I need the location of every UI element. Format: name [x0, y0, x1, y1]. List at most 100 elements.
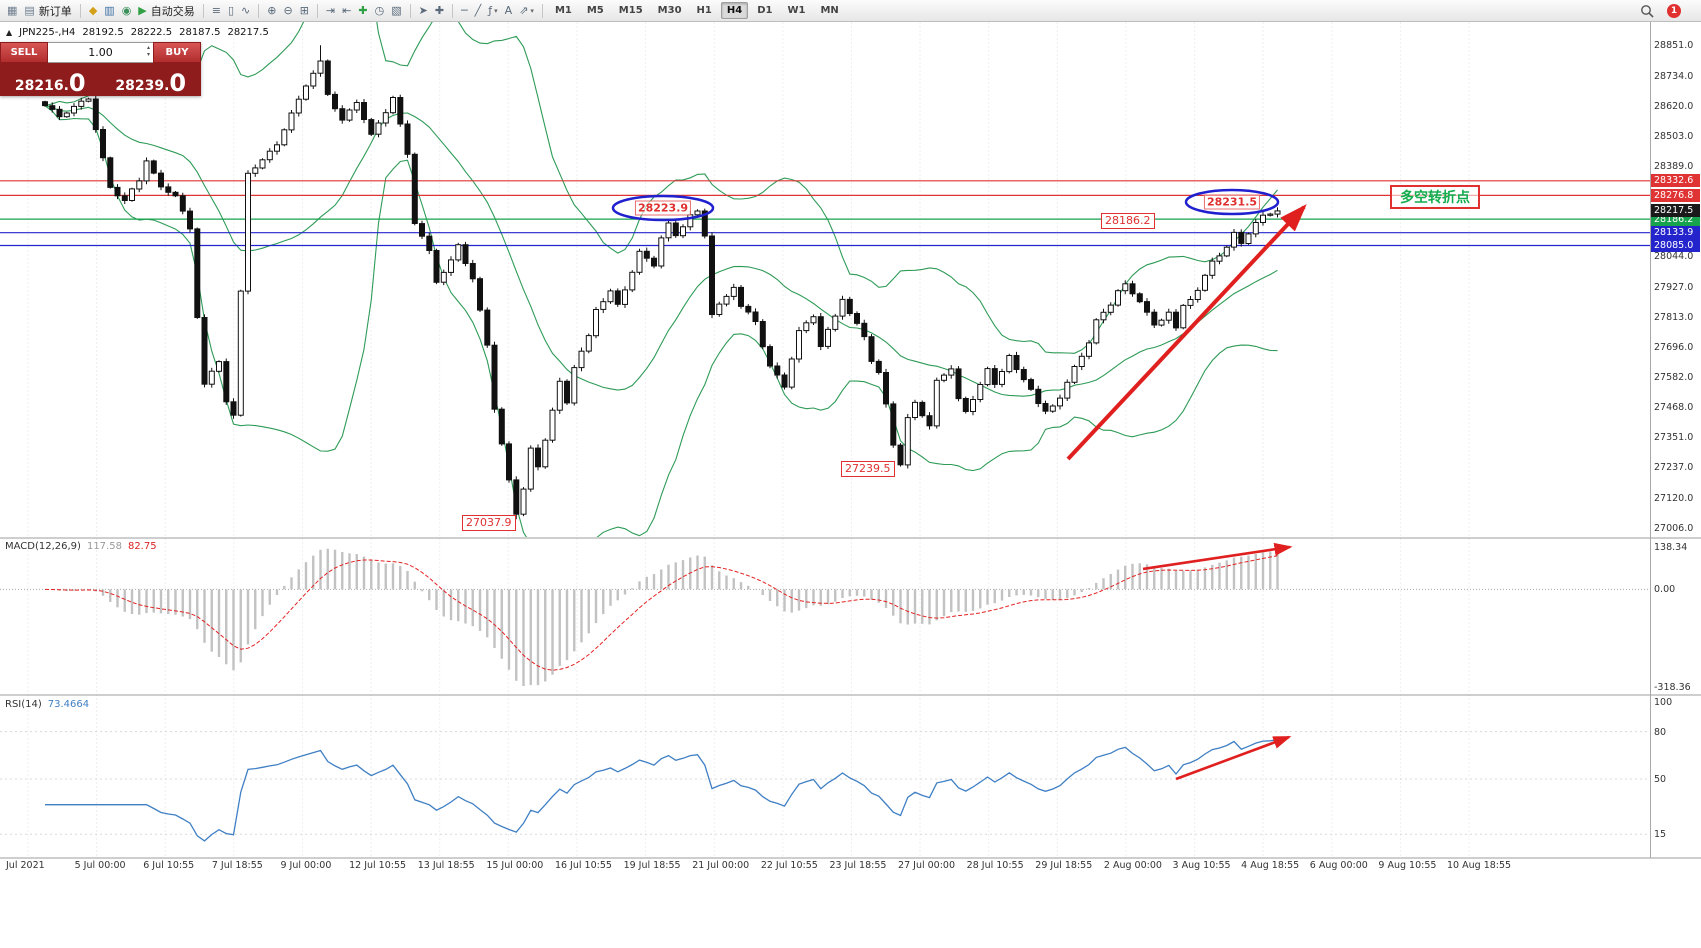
arrows-tool-icon[interactable]: ⇗ ▾ [516, 2, 537, 20]
toolbar-separator [452, 3, 454, 18]
candle [709, 235, 715, 315]
zoom-out-icon[interactable]: ⊖ [280, 2, 295, 20]
candle [469, 263, 476, 280]
market-watch-icon[interactable]: ▥ [101, 2, 117, 20]
chart-shift-icon[interactable]: ⇤ [339, 2, 354, 20]
candle [1194, 289, 1201, 300]
buy-price-big-digit: 0 [169, 68, 187, 97]
candle [71, 105, 77, 114]
auto-scroll-icon[interactable]: ⇥ [323, 2, 338, 20]
templates-icon: ▧ [391, 4, 402, 17]
trend-arrow[interactable] [1175, 735, 1292, 781]
candle [897, 444, 904, 466]
candle [1129, 283, 1136, 295]
crosshair-icon[interactable]: ✚ [432, 2, 447, 20]
candle [201, 317, 208, 385]
collapse-panel-arrow-icon[interactable]: ▲ [6, 28, 13, 37]
candle [281, 129, 288, 146]
bollinger-upper-line [44, 22, 1278, 354]
candle [948, 368, 955, 376]
sell-button[interactable]: SELL [0, 42, 48, 63]
candle [165, 186, 172, 193]
candle [542, 439, 549, 468]
volume-input[interactable]: 1.00 ▴ ▾ [48, 42, 153, 63]
timeframe-m5[interactable]: M5 [586, 5, 604, 16]
candle [738, 286, 744, 307]
new-chart-icon[interactable]: ✚ [355, 2, 370, 20]
timeframe-d1[interactable]: D1 [757, 5, 773, 16]
chart-window-icon: ▦ [7, 4, 18, 17]
arrows-tool-icon: ⇗ [519, 4, 529, 17]
navigator-icon[interactable]: ◉ [119, 2, 135, 20]
volume-down-icon[interactable]: ▾ [146, 50, 150, 58]
timeframe-w1[interactable]: W1 [787, 5, 806, 16]
candle [1093, 319, 1100, 344]
zoom-in-icon[interactable]: ⊕ [264, 2, 279, 20]
candle [912, 401, 918, 418]
new-chart-icon: ✚ [358, 4, 368, 17]
macd-main-value: 117.58 [86, 541, 122, 552]
candle [1151, 311, 1158, 326]
volume-spinner[interactable]: ▴ ▾ [146, 44, 150, 59]
buy-button[interactable]: BUY [153, 42, 201, 63]
sell-price-big-digit: 0 [68, 68, 86, 97]
candle [745, 305, 752, 313]
sell-price[interactable]: 28216. 0 [0, 63, 101, 96]
chart-window-icon[interactable]: ▦ [4, 2, 20, 20]
candle [817, 316, 824, 348]
tile-windows-icon[interactable]: ⊞ [297, 2, 312, 20]
timeframe-m30[interactable]: M30 [657, 5, 682, 16]
timeframe-m1[interactable]: M1 [554, 5, 572, 16]
trend-arrow[interactable] [1142, 542, 1293, 571]
templates-icon[interactable]: ▧ [388, 2, 404, 20]
search-icon[interactable] [1640, 4, 1654, 18]
chevron-down-icon[interactable]: ▾ [494, 6, 498, 15]
horizontal-line-icon[interactable]: ─ [458, 2, 471, 20]
buy-price-value: 28239. [115, 78, 170, 94]
candle [121, 195, 128, 202]
highlight-ellipse[interactable] [611, 194, 715, 222]
period-icon[interactable]: ◷ [372, 2, 388, 20]
timeframe-h4[interactable]: H4 [720, 2, 749, 19]
candle [658, 237, 665, 267]
candle [63, 112, 70, 118]
trendline-icon[interactable]: ╱ [472, 2, 485, 20]
candle [861, 322, 868, 338]
candle [955, 368, 962, 400]
candle [600, 301, 607, 310]
timeframe-h1[interactable]: H1 [696, 5, 712, 16]
candle [259, 159, 266, 169]
toolbar-separator [541, 3, 543, 18]
candle [1086, 342, 1092, 357]
timeframe-mn[interactable]: MN [820, 5, 839, 16]
candle [585, 335, 592, 352]
autotrading-button[interactable]: ▶ 自动交易 [135, 2, 197, 20]
text-tool-icon[interactable]: A [502, 2, 516, 20]
candle [448, 259, 454, 273]
highlight-ellipse[interactable] [1184, 188, 1280, 216]
cursor-icon[interactable]: ➤ [416, 2, 431, 20]
notification-badge[interactable]: 1 [1667, 3, 1681, 18]
buy-price[interactable]: 28239. 0 [101, 63, 202, 96]
candle [245, 172, 251, 292]
volume-up-icon[interactable]: ▴ [146, 44, 150, 51]
chevron-down-icon[interactable]: ▾ [530, 6, 534, 15]
metaeditor-icon[interactable]: ◆ [86, 2, 100, 20]
candle [810, 316, 817, 324]
bar-chart-type-icon: ≡ [211, 4, 221, 17]
fibonacci-icon[interactable]: ƒ ▾ [485, 2, 500, 20]
line-chart-type-icon[interactable]: ∿ [238, 2, 253, 20]
timeframe-m15[interactable]: M15 [618, 5, 643, 16]
candle [1267, 213, 1274, 216]
candle [839, 298, 846, 317]
candle [129, 188, 135, 201]
rsi-indicator-label: RSI(14) 73.4664 [5, 699, 89, 710]
trend-note[interactable]: 多空转折点 [1390, 185, 1480, 209]
candle [237, 290, 244, 416]
candlestick-chart-type-icon[interactable]: ▯ [225, 2, 237, 20]
new-order-button[interactable]: ▤ 新订单 [21, 2, 74, 20]
candle [593, 309, 599, 337]
trend-arrow[interactable] [1066, 204, 1307, 461]
candle [390, 97, 396, 114]
bar-chart-type-icon[interactable]: ≡ [209, 2, 224, 20]
